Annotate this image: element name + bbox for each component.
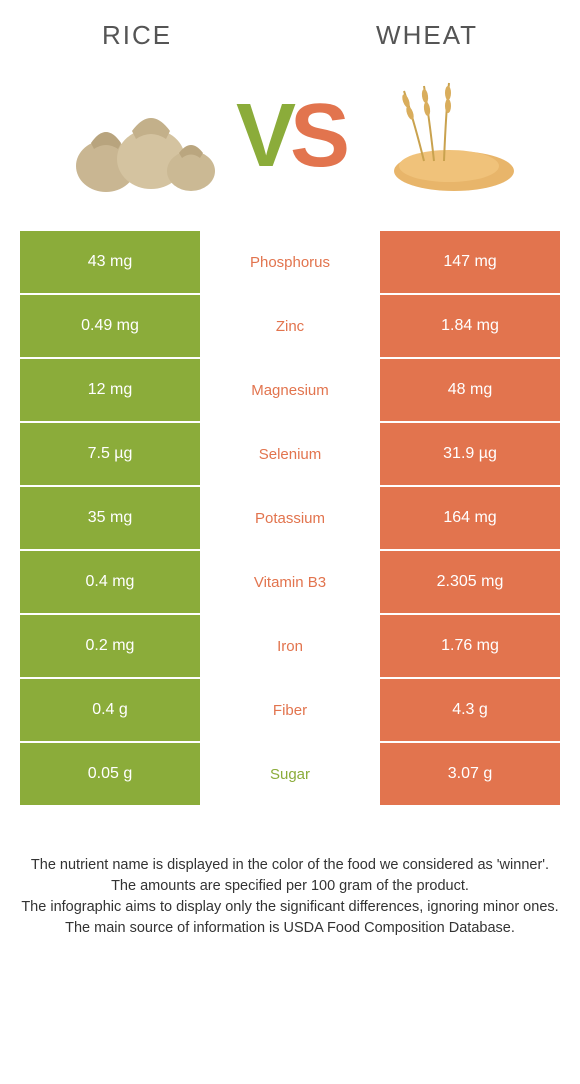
nutrient-label: Vitamin B3 bbox=[200, 551, 380, 613]
nutrient-label: Iron bbox=[200, 615, 380, 677]
rice-value: 12 mg bbox=[20, 359, 200, 421]
rice-value: 0.05 g bbox=[20, 743, 200, 805]
table-row: 7.5 µgSelenium31.9 µg bbox=[20, 423, 560, 485]
rice-value: 35 mg bbox=[20, 487, 200, 549]
vs-v-letter: V bbox=[236, 86, 290, 186]
rice-value: 7.5 µg bbox=[20, 423, 200, 485]
header: Rice Wheat bbox=[0, 0, 580, 61]
wheat-value: 48 mg bbox=[380, 359, 560, 421]
table-row: 12 mgMagnesium48 mg bbox=[20, 359, 560, 421]
table-row: 0.4 mgVitamin B32.305 mg bbox=[20, 551, 560, 613]
wheat-value: 3.07 g bbox=[380, 743, 560, 805]
nutrient-label: Selenium bbox=[200, 423, 380, 485]
nutrient-label: Potassium bbox=[200, 487, 380, 549]
nutrient-label: Sugar bbox=[200, 743, 380, 805]
wheat-image bbox=[354, 71, 524, 201]
rice-value: 0.49 mg bbox=[20, 295, 200, 357]
vs-s-letter: S bbox=[290, 86, 344, 186]
footer-line: The amounts are specified per 100 gram o… bbox=[20, 876, 560, 897]
footer-line: The infographic aims to display only the… bbox=[20, 897, 560, 918]
rice-value: 0.2 mg bbox=[20, 615, 200, 677]
footer-line: The main source of information is USDA F… bbox=[20, 918, 560, 939]
rice-sacks-icon bbox=[56, 71, 226, 201]
rice-value: 0.4 g bbox=[20, 679, 200, 741]
wheat-value: 31.9 µg bbox=[380, 423, 560, 485]
nutrient-label: Fiber bbox=[200, 679, 380, 741]
table-row: 0.05 gSugar3.07 g bbox=[20, 743, 560, 805]
table-row: 35 mgPotassium164 mg bbox=[20, 487, 560, 549]
rice-value: 43 mg bbox=[20, 231, 200, 293]
nutrient-label: Phosphorus bbox=[200, 231, 380, 293]
footer-line: The nutrient name is displayed in the co… bbox=[20, 855, 560, 876]
wheat-value: 1.76 mg bbox=[380, 615, 560, 677]
rice-image bbox=[56, 71, 226, 201]
table-row: 0.4 gFiber4.3 g bbox=[20, 679, 560, 741]
table-row: 43 mgPhosphorus147 mg bbox=[20, 231, 560, 293]
table-row: 0.49 mgZinc1.84 mg bbox=[20, 295, 560, 357]
wheat-grain-icon bbox=[354, 71, 524, 201]
vs-label: VS bbox=[236, 91, 344, 181]
wheat-value: 1.84 mg bbox=[380, 295, 560, 357]
rice-title: Rice bbox=[102, 20, 172, 51]
table-row: 0.2 mgIron1.76 mg bbox=[20, 615, 560, 677]
hero-row: VS bbox=[0, 61, 580, 231]
wheat-title: Wheat bbox=[376, 20, 478, 51]
wheat-value: 147 mg bbox=[380, 231, 560, 293]
wheat-value: 2.305 mg bbox=[380, 551, 560, 613]
nutrient-label: Zinc bbox=[200, 295, 380, 357]
nutrient-label: Magnesium bbox=[200, 359, 380, 421]
footer-notes: The nutrient name is displayed in the co… bbox=[0, 805, 580, 959]
wheat-value: 4.3 g bbox=[380, 679, 560, 741]
nutrient-table: 43 mgPhosphorus147 mg0.49 mgZinc1.84 mg1… bbox=[0, 231, 580, 805]
rice-value: 0.4 mg bbox=[20, 551, 200, 613]
wheat-value: 164 mg bbox=[380, 487, 560, 549]
